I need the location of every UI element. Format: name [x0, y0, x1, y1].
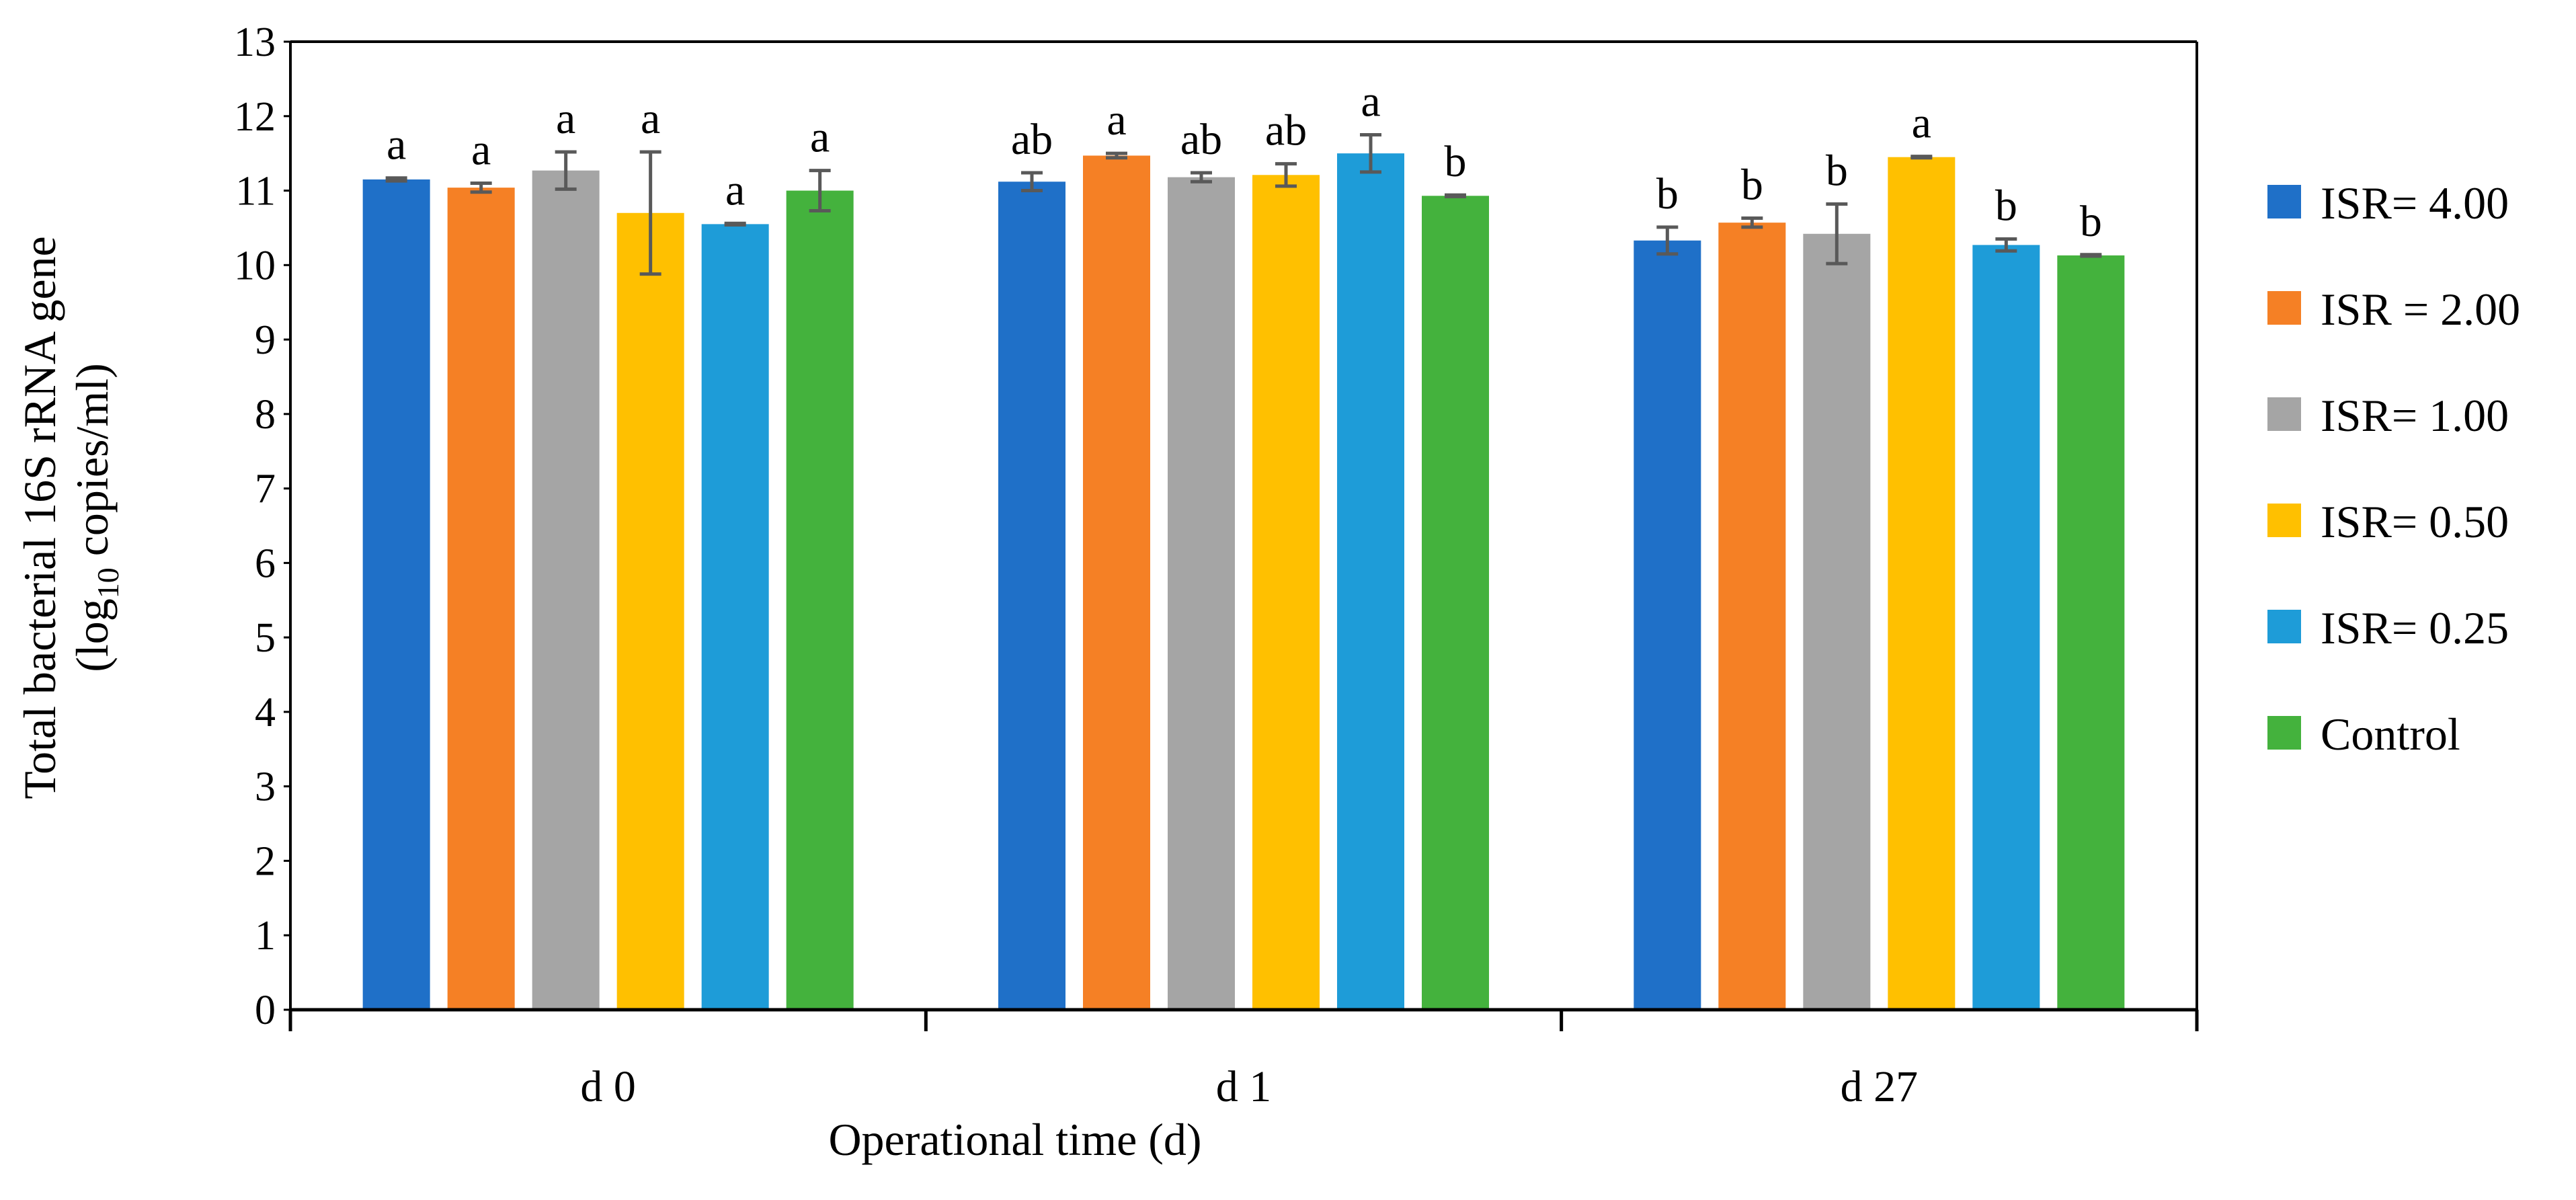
legend-swatch	[2267, 716, 2301, 750]
y-tick-label: 4	[255, 690, 276, 735]
significance-letter: b	[1445, 137, 1467, 186]
bar	[1422, 196, 1489, 1010]
bar	[532, 170, 600, 1010]
y-tick-label: 8	[255, 392, 276, 438]
legend-label: ISR= 1.00	[2321, 390, 2509, 441]
significance-letter: b	[1995, 182, 2017, 231]
x-axis-title: Operational time (d)	[828, 1114, 1201, 1165]
legend-label: ISR= 4.00	[2321, 177, 2509, 229]
bar	[998, 182, 1065, 1010]
y-tick-label: 0	[255, 988, 276, 1033]
y-tick-label: 6	[255, 541, 276, 586]
significance-letter: a	[1106, 95, 1126, 145]
bar	[1083, 155, 1150, 1010]
significance-letter: ab	[1180, 115, 1222, 164]
y-tick-label: 12	[234, 94, 276, 140]
bar	[701, 224, 769, 1010]
bar	[1718, 223, 1786, 1010]
significance-letter: a	[725, 165, 745, 214]
y-axis-title-prefix: (log	[67, 598, 118, 672]
legend-label: ISR= 0.25	[2321, 602, 2509, 653]
y-tick-label: 2	[255, 838, 276, 884]
significance-letter: b	[1656, 169, 1679, 218]
significance-letter: a	[641, 94, 660, 143]
y-tick-label: 9	[255, 317, 276, 363]
x-category-label: d 0	[580, 1062, 636, 1111]
bar	[2057, 255, 2125, 1010]
legend-swatch	[2267, 291, 2301, 325]
y-tick-label: 1	[255, 913, 276, 959]
bars	[362, 132, 2125, 1010]
bar	[616, 212, 684, 1010]
significance-letter: ab	[1265, 106, 1307, 155]
legend-swatch	[2267, 185, 2301, 218]
y-axis-title-line2: (log10 copies/ml)	[67, 363, 125, 672]
significance-letter: a	[810, 113, 830, 162]
legend-swatch	[2267, 504, 2301, 537]
y-tick-label: 11	[235, 169, 276, 214]
bar	[362, 179, 430, 1010]
legend-label: ISR= 0.50	[2321, 496, 2509, 547]
y-tick-label: 3	[255, 764, 276, 810]
y-axis-title-line1: Total bacterial 16S rRNA gene	[14, 236, 65, 799]
significance-letter: a	[1361, 77, 1380, 126]
significance-letter: a	[556, 94, 575, 143]
axes	[288, 40, 2199, 1031]
significance-letter: ab	[1011, 115, 1053, 164]
legend-swatch	[2267, 397, 2301, 431]
x-category-label: d 1	[1216, 1062, 1272, 1111]
bar	[1888, 157, 1956, 1010]
legend-swatch	[2267, 610, 2301, 643]
bar	[1252, 175, 1320, 1010]
significance-letter: b	[2080, 197, 2102, 246]
bar	[1634, 240, 1701, 1010]
bar	[447, 188, 515, 1010]
y-axis-title: Total bacterial 16S rRNA gene (log10 cop…	[14, 236, 125, 799]
y-axis-title-subscript: 10	[91, 567, 125, 598]
y-axis-title-suffix: copies/ml)	[67, 363, 118, 567]
y-tick-label: 13	[234, 19, 276, 65]
legend-label: ISR = 2.00	[2321, 284, 2520, 335]
bar	[1337, 153, 1404, 1010]
significance-letter: a	[1912, 99, 1931, 148]
significance-letter: a	[387, 120, 406, 169]
legend-label: Control	[2321, 709, 2460, 760]
y-tick-label: 7	[255, 467, 276, 512]
significance-letter: b	[1741, 161, 1763, 210]
x-axis-categories: d 0 d 1 d 27	[580, 1062, 1918, 1111]
significance-letter: b	[1826, 146, 1848, 195]
significance-letter: a	[471, 125, 491, 174]
legend: ISR= 4.00 ISR = 2.00 ISR= 1.00 ISR= 0.50 ISR…	[2267, 177, 2520, 760]
bar	[1972, 245, 2040, 1010]
bar	[786, 190, 854, 1010]
bar	[1168, 177, 1235, 1010]
y-tick-label: 5	[255, 615, 276, 661]
y-tick-label: 10	[234, 243, 276, 288]
x-category-label: d 27	[1841, 1062, 1919, 1111]
bar	[1803, 233, 1871, 1010]
